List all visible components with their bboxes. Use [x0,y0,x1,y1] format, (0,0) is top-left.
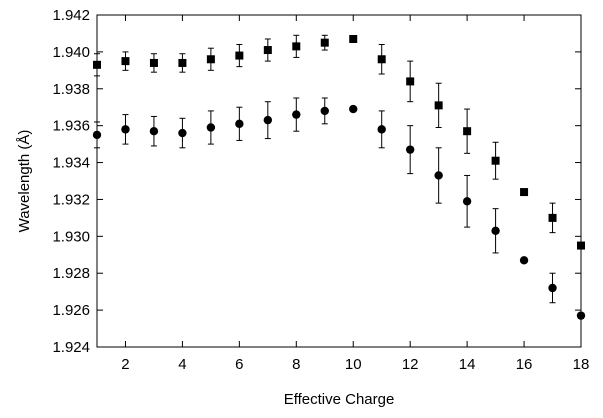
x-axis: 2 4 6 8 10 12 14 16 18 [121,15,589,373]
circle-marker [349,104,358,114]
y-tick-label: 1.934 [52,155,90,172]
circle-marker [462,197,472,206]
y-tick-label: 1.936 [52,118,90,135]
circle-marker [235,119,244,129]
circle-marker [377,125,386,134]
y-tick-label: 1.924 [52,339,90,356]
square-marker [235,51,244,60]
y-tick-label: 1.930 [52,228,90,245]
y-tick-label: 1.938 [52,81,90,98]
plot-area [96,14,582,348]
square-marker [178,58,187,67]
error-bars [94,34,556,304]
y-tick-label: 1.940 [52,44,90,61]
circle-marker [206,123,216,132]
square-marker [548,213,557,222]
y-axis-title: Wavelength (Å) [16,130,33,233]
circle-marker [576,311,586,320]
x-tick-label: 12 [402,356,419,373]
x-tick-label: 8 [292,356,300,373]
x-tick-label: 10 [345,356,362,373]
circle-marker [548,283,557,293]
x-tick-label: 16 [516,356,533,373]
square-marker [349,34,358,43]
y-tick-label: 1.932 [52,191,90,208]
square-marker [320,38,329,47]
x-tick-label: 14 [459,356,476,373]
square-marker [577,241,585,250]
square-marker [149,58,158,67]
circle-marker [178,128,187,138]
plot-frame [96,14,582,348]
square-marker [93,60,101,69]
x-axis-title: Effective Charge [284,391,395,408]
circle-marker [263,115,273,125]
square-marker [263,46,272,55]
square-marker [463,127,472,136]
x-tick-label: 6 [235,356,243,373]
circle-marker [320,106,329,116]
circle-marker [491,226,500,235]
square-marker [121,57,130,66]
circle-marker [92,130,102,140]
square-marker [520,188,529,197]
circle-marker [519,256,529,265]
data-markers [92,34,586,320]
x-tick-label: 18 [573,356,590,373]
y-tick-label: 1.926 [52,302,90,319]
y-tick-label: 1.942 [52,7,90,24]
y-tick-label: 1.928 [52,265,90,282]
circle-marker [149,127,159,136]
x-tick-label: 4 [178,356,186,373]
circle-marker [121,125,130,134]
square-marker [406,77,415,86]
square-marker [292,42,301,51]
square-marker [491,156,500,165]
square-marker [434,101,443,110]
y-axis: 1.924 1.926 1.928 1.930 1.932 1.934 1.936 1.938… [52,7,581,356]
circle-marker [405,145,415,154]
circle-marker [434,171,443,180]
square-marker [206,55,215,64]
square-marker [377,55,386,64]
circle-marker [292,110,301,119]
x-tick-label: 2 [121,356,129,373]
